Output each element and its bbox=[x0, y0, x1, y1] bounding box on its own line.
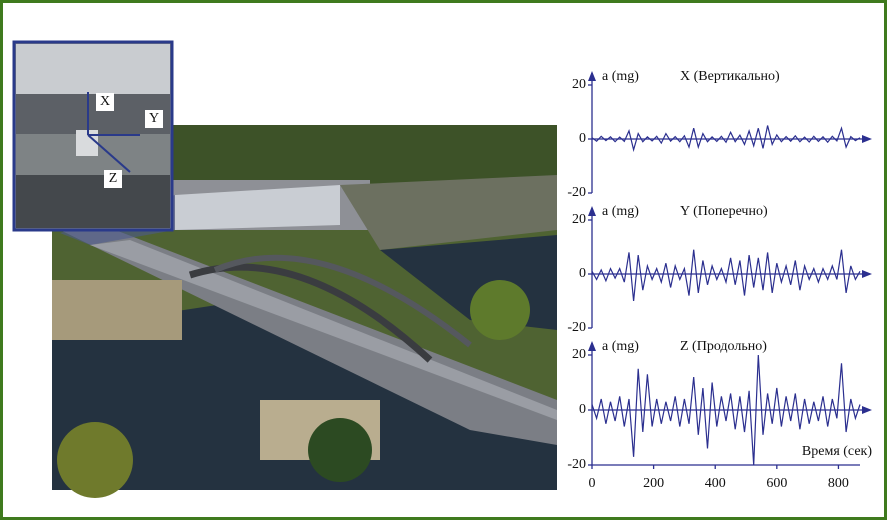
y-arrow bbox=[588, 206, 596, 216]
y-tick-label: 20 bbox=[572, 77, 586, 92]
y-tick-label: 0 bbox=[579, 131, 586, 146]
y-axis-label: a (mg) bbox=[602, 204, 639, 219]
x-tick-label: 200 bbox=[643, 476, 664, 491]
chart-title: X (Вертикально) bbox=[680, 69, 780, 84]
y-arrow bbox=[588, 71, 596, 81]
x-arrow bbox=[862, 406, 872, 414]
y-tick-label: 0 bbox=[579, 402, 586, 417]
y-tick-label: 20 bbox=[572, 212, 586, 227]
axis-label: Y bbox=[149, 111, 159, 126]
y-axis-label: a (mg) bbox=[602, 69, 639, 84]
x-axis-label: Время (сек) bbox=[802, 444, 872, 459]
x-tick-label: 800 bbox=[828, 476, 849, 491]
chart-title: Y (Поперечно) bbox=[680, 204, 768, 219]
signal-line bbox=[591, 354, 861, 466]
x-arrow bbox=[862, 270, 872, 278]
chart-title: Z (Продольно) bbox=[680, 339, 767, 354]
signal-line bbox=[591, 249, 861, 302]
y-tick-label: -20 bbox=[567, 320, 586, 335]
x-tick-label: 400 bbox=[705, 476, 726, 491]
axis-label: X bbox=[100, 94, 110, 109]
x-tick-label: 600 bbox=[766, 476, 787, 491]
y-tick-label: -20 bbox=[567, 185, 586, 200]
sensor-inset: X Y Z bbox=[12, 40, 174, 232]
y-arrow bbox=[588, 341, 596, 351]
y-tick-label: 0 bbox=[579, 266, 586, 281]
x-arrow bbox=[862, 135, 872, 143]
y-tick-label: 20 bbox=[572, 347, 586, 362]
axis-label: Z bbox=[109, 171, 118, 186]
y-axis-label: a (mg) bbox=[602, 339, 639, 354]
y-tick-label: -20 bbox=[567, 457, 586, 472]
x-tick-label: 0 bbox=[589, 476, 596, 491]
signal-line bbox=[591, 125, 861, 153]
